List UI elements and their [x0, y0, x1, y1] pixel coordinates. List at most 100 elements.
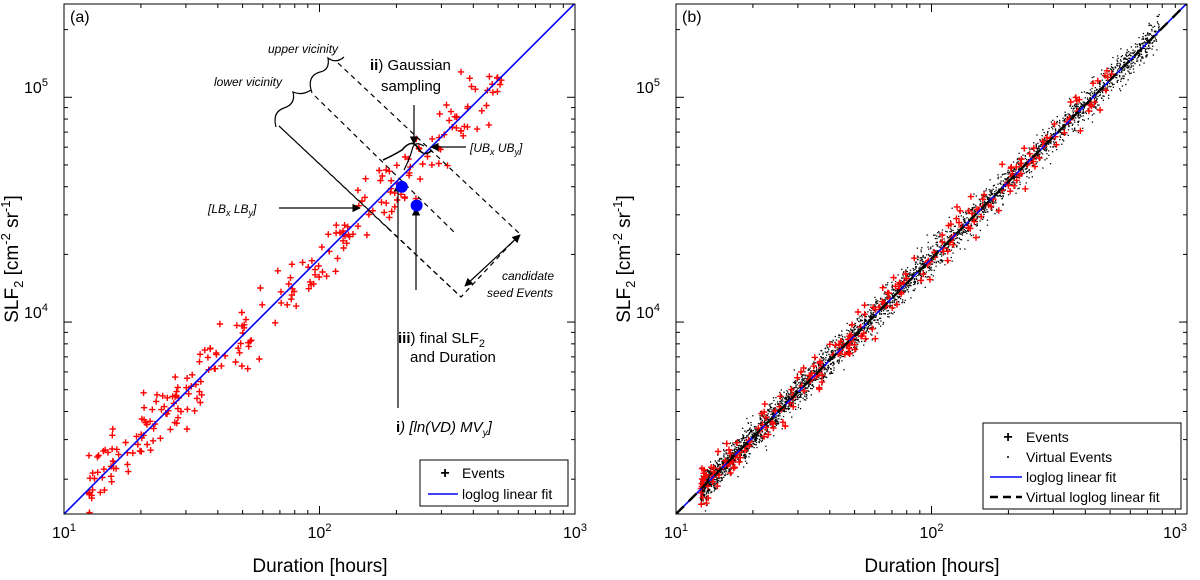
virtual-event-point — [760, 435, 762, 437]
virtual-event-point — [808, 369, 811, 371]
virtual-event-point — [762, 427, 764, 430]
virtual-event-point — [750, 421, 752, 424]
virtual-event-point — [1121, 85, 1124, 87]
virtual-event-point — [940, 239, 942, 241]
virtual-event-point — [940, 253, 942, 255]
virtual-event-point — [762, 415, 764, 417]
virtual-event-point — [1111, 69, 1113, 72]
virtual-event-point — [948, 249, 951, 251]
virtual-event-point — [742, 435, 745, 437]
event-point — [285, 280, 292, 288]
event-point — [710, 464, 717, 472]
event-point — [1102, 87, 1110, 94]
virtual-event-point — [1064, 115, 1067, 117]
virtual-event-point — [1064, 111, 1066, 113]
virtual-event-point — [1025, 168, 1028, 170]
panel-a-xtick-100: 102 — [308, 522, 332, 542]
virtual-event-point — [871, 307, 873, 310]
event-point — [287, 274, 294, 281]
virtual-event-point — [799, 387, 802, 389]
virtual-event-point — [890, 301, 892, 303]
virtual-event-point — [962, 223, 964, 225]
event-point — [146, 418, 154, 425]
virtual-event-point — [779, 415, 781, 417]
virtual-event-point — [750, 443, 752, 445]
virtual-event-point — [913, 279, 916, 281]
virtual-event-point — [1035, 145, 1037, 147]
virtual-event-point — [1062, 123, 1064, 126]
virtual-event-point — [914, 281, 917, 283]
virtual-event-point — [759, 434, 762, 436]
virtual-event-point — [791, 416, 793, 418]
virtual-event-point — [989, 190, 991, 193]
virtual-event-point — [953, 239, 955, 241]
virtual-event-point — [1089, 89, 1092, 91]
virtual-event-point — [857, 329, 859, 331]
virtual-event-point — [865, 330, 868, 332]
virtual-event-point — [1080, 105, 1082, 108]
virtual-event-point — [730, 454, 733, 456]
virtual-event-point — [764, 433, 766, 435]
virtual-event-point — [846, 329, 848, 331]
virtual-event-point — [868, 316, 871, 318]
event-point — [174, 405, 182, 412]
virtual-event-point — [795, 386, 797, 389]
virtual-event-point — [993, 184, 995, 186]
virtual-event-point — [852, 352, 854, 354]
virtual-event-point — [854, 325, 857, 327]
virtual-event-point — [1099, 94, 1101, 96]
virtual-event-point — [714, 469, 716, 471]
virtual-event-point — [773, 435, 775, 437]
event-point — [860, 330, 867, 337]
virtual-event-point — [777, 408, 779, 411]
virtual-event-point — [878, 323, 880, 325]
virtual-event-point — [727, 470, 730, 472]
virtual-event-point — [721, 460, 723, 463]
virtual-event-point — [845, 346, 847, 348]
event-point — [967, 225, 974, 232]
virtual-event-point — [916, 247, 918, 249]
virtual-event-point — [867, 311, 869, 313]
virtual-event-point — [882, 286, 885, 288]
virtual-event-point — [772, 397, 775, 399]
virtual-event-point — [907, 291, 910, 293]
virtual-event-point — [784, 406, 786, 408]
virtual-event-point — [1142, 36, 1144, 38]
event-point — [911, 255, 918, 262]
virtual-event-point — [766, 437, 768, 439]
virtual-event-point — [799, 396, 801, 398]
virtual-event-point — [913, 273, 915, 275]
virtual-event-point — [795, 382, 797, 384]
event-point — [705, 494, 712, 502]
virtual-event-point — [1130, 52, 1132, 54]
event-point — [697, 489, 705, 496]
virtual-event-point — [851, 349, 853, 351]
virtual-event-point — [1051, 134, 1053, 137]
virtual-event-point — [827, 365, 829, 367]
virtual-event-point — [744, 441, 746, 444]
virtual-event-point — [1142, 44, 1144, 46]
virtual-event-point — [925, 271, 928, 273]
event-point — [845, 349, 852, 356]
event-point — [485, 121, 493, 129]
event-point — [401, 194, 408, 202]
virtual-event-point — [738, 441, 741, 443]
virtual-event-point — [915, 262, 917, 264]
virtual-event-point — [968, 230, 970, 232]
virtual-event-point — [894, 304, 896, 307]
virtual-event-point — [1063, 140, 1065, 142]
event-point — [394, 196, 401, 204]
virtual-event-point — [703, 488, 706, 490]
virtual-event-point — [1081, 106, 1083, 108]
virtual-event-point — [1031, 162, 1033, 164]
event-point — [238, 362, 246, 370]
virtual-event-point — [871, 334, 873, 336]
virtual-event-point — [1154, 37, 1157, 39]
virtual-event-point — [962, 218, 965, 220]
virtual-event-point — [1055, 141, 1057, 143]
virtual-event-point — [895, 289, 897, 292]
virtual-event-point — [1081, 104, 1084, 107]
virtual-event-point — [717, 481, 719, 483]
virtual-event-point — [1091, 76, 1093, 79]
virtual-event-point — [1074, 104, 1076, 106]
